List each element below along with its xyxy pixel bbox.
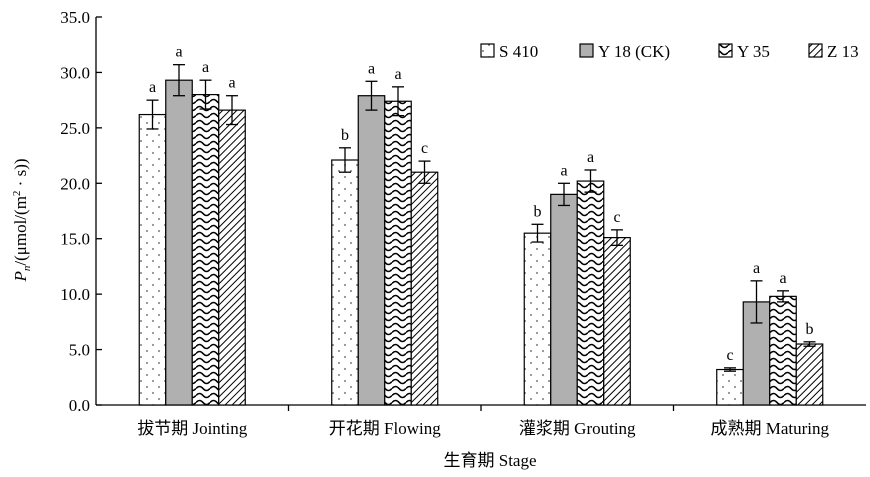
significance-letter: a xyxy=(202,59,209,76)
x-tick-label: 灌浆期 Grouting xyxy=(519,419,636,438)
bar xyxy=(716,368,744,406)
significance-letter: a xyxy=(175,44,182,61)
significance-letter: b xyxy=(341,127,349,144)
significance-letter: b xyxy=(534,203,542,220)
significance-letter: a xyxy=(368,60,375,77)
y-tick-label: 30.0 xyxy=(60,63,90,82)
y-tick-label: 20.0 xyxy=(60,174,90,193)
bar xyxy=(191,93,220,406)
labels: 拔节期 Jointing 开花期 Flowing 灌浆期 Grouting 成熟期 M… xyxy=(137,44,829,438)
bar xyxy=(550,193,578,406)
x-axis-label: 生育期 Stage xyxy=(443,451,536,470)
y-tick-label: 35.0 xyxy=(60,8,90,27)
y-tick-label: 15.0 xyxy=(60,230,90,249)
bar xyxy=(603,237,631,406)
x-tick-label: 成熟期 Maturing xyxy=(710,418,829,438)
bar xyxy=(138,113,167,406)
bar xyxy=(384,100,412,406)
y-tick-label: 25.0 xyxy=(60,119,90,138)
legend-swatch xyxy=(808,43,823,58)
bar xyxy=(218,109,246,406)
bar xyxy=(769,295,797,406)
y-tick-label: 10.0 xyxy=(60,285,90,304)
bar xyxy=(331,159,359,406)
significance-letter: a xyxy=(779,270,786,287)
legend-swatch xyxy=(718,43,733,58)
bar xyxy=(576,180,605,406)
bar xyxy=(357,95,386,406)
significance-letter: c xyxy=(421,140,428,157)
legend-swatch xyxy=(480,43,495,58)
y-tick-label: 5.0 xyxy=(69,341,90,360)
bars xyxy=(138,64,824,406)
significance-letter: a xyxy=(753,260,760,277)
x-tick-label: 开花期 Flowing xyxy=(329,419,441,438)
legend-label: S 410 xyxy=(499,42,538,61)
significance-letter: c xyxy=(726,347,733,364)
legend-label: Y 35 xyxy=(737,42,770,61)
bar xyxy=(523,232,552,406)
significance-letter: b xyxy=(806,321,814,338)
legend-swatch xyxy=(579,43,594,58)
bar xyxy=(795,343,824,406)
bar xyxy=(410,171,439,406)
significance-letter: a xyxy=(560,162,567,179)
significance-letter: a xyxy=(228,75,235,92)
significance-letter: a xyxy=(149,79,156,96)
legend-label: Y 18 (CK) xyxy=(598,42,670,61)
legend-label: Z 13 xyxy=(827,42,859,61)
legend: S 410 Y 18 (CK) Y 35 Z 13 xyxy=(480,42,859,61)
y-axis-label: Pn/(μmol/(m2 · s)) xyxy=(11,158,33,282)
significance-letter: a xyxy=(587,149,594,166)
x-tick-label: 拔节期 Jointing xyxy=(137,419,248,438)
significance-letter: a xyxy=(394,66,401,83)
significance-letter: c xyxy=(613,209,620,226)
bar xyxy=(165,79,193,406)
y-tick-label: 0.0 xyxy=(69,396,90,415)
